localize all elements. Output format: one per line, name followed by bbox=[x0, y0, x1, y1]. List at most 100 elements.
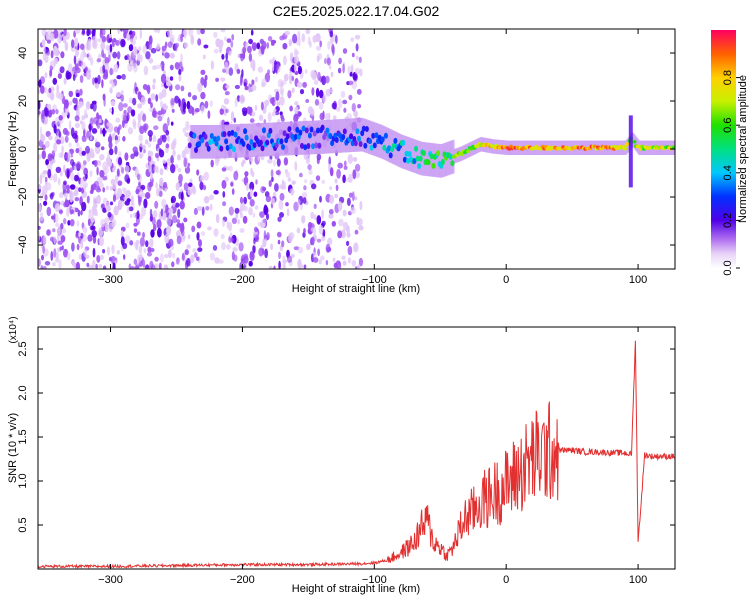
heatmap-noise-cell bbox=[178, 68, 182, 76]
heatmap-noise-cell bbox=[184, 249, 189, 256]
heatmap-noise-cell bbox=[276, 231, 282, 238]
heatmap-noise-cell bbox=[242, 215, 248, 224]
heatmap-noise-cell bbox=[50, 50, 54, 59]
heatmap-noise-cell bbox=[328, 156, 332, 167]
heatmap-noise-cell bbox=[234, 207, 240, 214]
heatmap-noise-cell bbox=[51, 215, 55, 220]
heatmap-noise-cell bbox=[147, 130, 153, 137]
heatmap-noise-cell bbox=[54, 203, 61, 212]
heatmap-noise-cell bbox=[147, 150, 154, 157]
heatmap-noise-cell bbox=[132, 97, 137, 106]
heatmap-signal-cell bbox=[317, 142, 322, 149]
heatmap-noise-cell bbox=[127, 106, 133, 114]
heatmap-noise-cell bbox=[313, 80, 319, 85]
heatmap-noise-cell bbox=[158, 262, 162, 269]
heatmap-noise-cell bbox=[316, 215, 322, 225]
heatmap-noise-cell bbox=[196, 232, 200, 241]
heatmap-noise-cell bbox=[57, 240, 63, 245]
heatmap-noise-cell bbox=[185, 121, 190, 131]
heatmap-noise-cell bbox=[169, 76, 174, 81]
heatmap-noise-cell bbox=[161, 63, 165, 72]
heatmap-noise-cell bbox=[38, 225, 41, 230]
heatmap-noise-cell bbox=[274, 111, 280, 116]
heatmap-noise-cell bbox=[138, 134, 143, 142]
heatmap-noise-cell bbox=[118, 102, 124, 112]
heatmap-noise-cell bbox=[151, 163, 156, 174]
heatmap-noise-cell bbox=[346, 177, 352, 183]
heatmap-signal-cell bbox=[268, 127, 273, 134]
heatmap-noise-cell bbox=[101, 129, 107, 135]
heatmap-noise-cell bbox=[330, 35, 334, 45]
heatmap-noise-cell bbox=[161, 88, 167, 98]
heatmap-noise-cell bbox=[56, 139, 62, 145]
heatmap-noise-cell bbox=[256, 42, 261, 50]
heatmap-noise-cell bbox=[98, 236, 104, 247]
heatmap-marks bbox=[38, 29, 675, 269]
heatmap-noise-cell bbox=[321, 75, 327, 86]
heatmap-noise-cell bbox=[316, 238, 322, 243]
heatmap-noise-cell bbox=[108, 257, 113, 262]
heatmap-noise-cell bbox=[180, 235, 186, 243]
heatmap-noise-cell bbox=[96, 255, 101, 263]
heatmap-noise-cell bbox=[120, 29, 123, 32]
heatmap-noise-cell bbox=[52, 262, 56, 267]
heatmap-signal-cell bbox=[374, 132, 379, 139]
heatmap-noise-cell bbox=[229, 237, 234, 242]
heatmap-signal-cell bbox=[282, 130, 287, 137]
heatmap-noise-cell bbox=[152, 107, 156, 114]
heatmap-noise-cell bbox=[100, 219, 106, 228]
heatmap-noise-cell bbox=[255, 76, 258, 83]
heatmap-noise-cell bbox=[221, 167, 227, 172]
heatmap-noise-cell bbox=[219, 108, 224, 115]
heatmap-noise-cell bbox=[347, 154, 353, 164]
snr-y-tick-label: 2.0 bbox=[17, 385, 29, 400]
heatmap-noise-cell bbox=[69, 167, 74, 173]
heatmap-y-tick-label: 40 bbox=[17, 47, 29, 59]
heatmap-noise-cell bbox=[63, 202, 68, 208]
heatmap-noise-cell bbox=[270, 169, 274, 178]
heatmap-noise-cell bbox=[79, 88, 83, 96]
heatmap-signal-cell bbox=[206, 145, 211, 152]
heatmap-noise-cell bbox=[71, 242, 75, 252]
heatmap-noise-cell bbox=[137, 103, 143, 109]
snr-y-ticks: 0.5 1.0 1.5 2.0 2.5 bbox=[17, 341, 675, 533]
heatmap-noise-cell bbox=[359, 200, 363, 211]
heatmap-noise-cell bbox=[240, 53, 244, 62]
heatmap-noise-cell bbox=[297, 258, 302, 269]
heatmap-noise-cell bbox=[71, 39, 75, 49]
heatmap-noise-cell bbox=[90, 217, 95, 223]
heatmap-noise-cell bbox=[147, 97, 152, 105]
snr-y-tick-label: 1.0 bbox=[17, 473, 29, 488]
heatmap-noise-cell bbox=[158, 149, 165, 158]
heatmap-noise-cell bbox=[224, 61, 229, 71]
heatmap-noise-cell bbox=[115, 139, 118, 145]
heatmap-noise-cell bbox=[175, 257, 180, 265]
heatmap-noise-cell bbox=[354, 112, 358, 120]
heatmap-noise-cell bbox=[172, 252, 176, 259]
heatmap-noise-cell bbox=[142, 44, 147, 54]
heatmap-noise-cell bbox=[165, 143, 170, 149]
heatmap-noise-cell bbox=[89, 54, 92, 62]
heatmap-noise-cell bbox=[75, 92, 80, 98]
heatmap-noise-cell bbox=[75, 97, 78, 106]
heatmap-noise-cell bbox=[83, 184, 87, 191]
heatmap-noise-cell bbox=[143, 149, 146, 154]
heatmap-noise-cell bbox=[68, 90, 74, 98]
heatmap-noise-cell bbox=[162, 181, 168, 189]
heatmap-signal-cell bbox=[209, 133, 214, 139]
heatmap-noise-cell bbox=[355, 55, 359, 60]
heatmap-noise-cell bbox=[111, 81, 115, 88]
heatmap-noise-cell bbox=[63, 77, 67, 85]
heatmap-noise-cell bbox=[319, 40, 323, 48]
heatmap-signal-cell bbox=[320, 124, 325, 131]
heatmap-noise-cell bbox=[239, 196, 244, 204]
heatmap-noise-cell bbox=[120, 90, 124, 95]
heatmap-noise-cell bbox=[163, 212, 167, 221]
heatmap-signal-cell bbox=[265, 139, 270, 146]
heatmap-noise-cell bbox=[169, 64, 174, 71]
heatmap-noise-cell bbox=[329, 30, 334, 38]
heatmap-noise-cell bbox=[297, 30, 301, 40]
heatmap-noise-cell bbox=[44, 176, 48, 182]
heatmap-noise-cell bbox=[246, 182, 249, 192]
heatmap-noise-cell bbox=[167, 29, 173, 38]
